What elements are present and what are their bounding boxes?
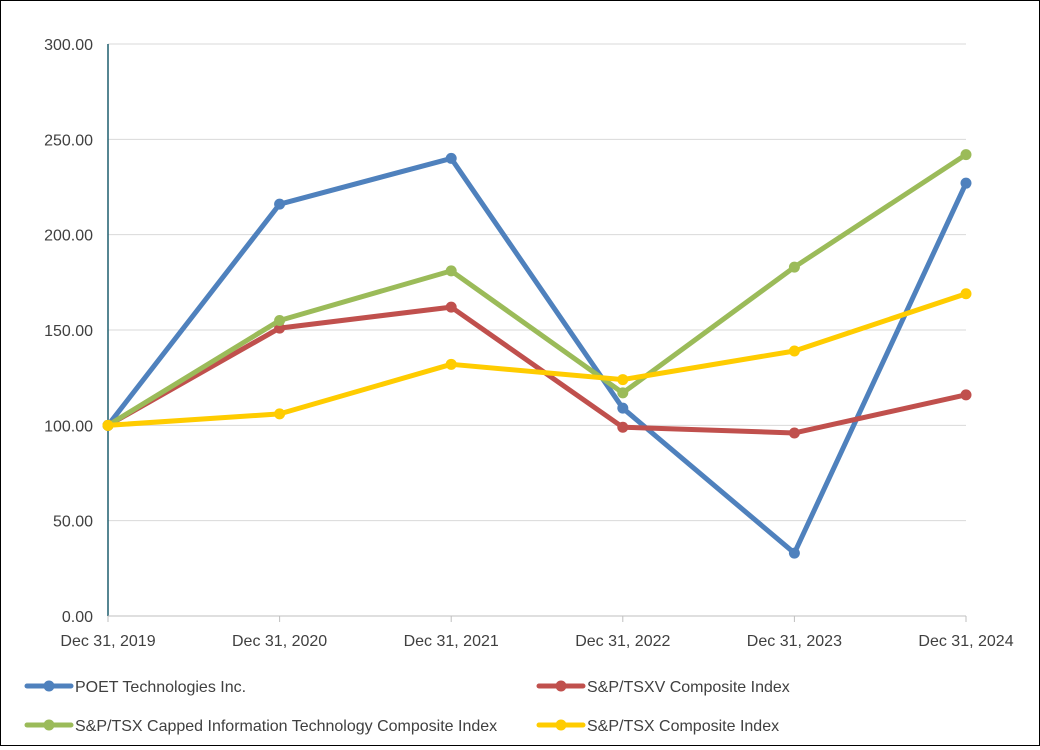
x-tick-label: Dec 31, 2022 bbox=[575, 633, 670, 650]
data-point bbox=[445, 265, 457, 277]
data-point bbox=[960, 177, 972, 189]
legend-label: S&P/TSXV Composite Index bbox=[587, 679, 790, 696]
series-2 bbox=[102, 149, 972, 431]
series-3 bbox=[102, 288, 972, 431]
data-point bbox=[617, 421, 629, 433]
data-point bbox=[274, 322, 286, 334]
data-point bbox=[617, 374, 629, 386]
legend-item: S&P/TSX Composite Index bbox=[536, 718, 779, 735]
data-point bbox=[274, 314, 286, 326]
legend-item: POET Technologies Inc. bbox=[24, 679, 246, 696]
axes bbox=[107, 44, 967, 622]
series-lines bbox=[102, 149, 972, 559]
y-tick-label: 300.00 bbox=[44, 37, 93, 54]
data-point bbox=[617, 402, 629, 414]
legend-swatch-marker bbox=[555, 719, 567, 731]
data-point bbox=[960, 288, 972, 300]
x-tick-label: Dec 31, 2021 bbox=[404, 633, 499, 650]
x-tick-label: Dec 31, 2023 bbox=[747, 633, 842, 650]
data-point bbox=[274, 198, 286, 210]
legend-swatch-marker bbox=[43, 680, 55, 692]
legend-item: S&P/TSXV Composite Index bbox=[536, 679, 790, 696]
y-tick-label: 50.00 bbox=[53, 514, 93, 531]
data-point bbox=[960, 149, 972, 161]
x-tick-labels: Dec 31, 2019 Dec 31, 2020 Dec 31, 2021 Dec … bbox=[60, 633, 1013, 650]
data-point bbox=[788, 547, 800, 559]
y-tick-label: 100.00 bbox=[44, 418, 93, 435]
legend-swatch-marker bbox=[555, 680, 567, 692]
legend: POET Technologies Inc. S&P/TSXV Composite… bbox=[24, 679, 790, 735]
data-point bbox=[788, 261, 800, 273]
data-point bbox=[445, 152, 457, 164]
y-tick-label: 200.00 bbox=[44, 228, 93, 245]
x-tick-label: Dec 31, 2020 bbox=[232, 633, 327, 650]
legend-label: POET Technologies Inc. bbox=[75, 679, 246, 696]
data-point bbox=[274, 408, 286, 420]
data-point bbox=[102, 419, 114, 431]
y-tick-label: 250.00 bbox=[44, 132, 93, 149]
legend-swatch-marker bbox=[43, 719, 55, 731]
data-point bbox=[788, 427, 800, 439]
x-tick-label: Dec 31, 2019 bbox=[60, 633, 155, 650]
series-line bbox=[105, 304, 969, 436]
data-point bbox=[960, 389, 972, 401]
series-line bbox=[105, 152, 969, 428]
legend-label: S&P/TSX Capped Information Technology Co… bbox=[75, 718, 497, 735]
y-tick-label: 0.00 bbox=[62, 609, 93, 626]
legend-label: S&P/TSX Composite Index bbox=[587, 718, 779, 735]
series-line bbox=[105, 155, 969, 556]
data-point bbox=[788, 345, 800, 357]
data-point bbox=[445, 358, 457, 370]
y-tick-labels: 0.00 50.00 100.00 150.00 200.00 250.00 300.00 bbox=[44, 37, 93, 626]
data-point bbox=[617, 387, 629, 399]
y-tick-label: 150.00 bbox=[44, 323, 93, 340]
series-line bbox=[105, 291, 969, 428]
legend-item: S&P/TSX Capped Information Technology Co… bbox=[24, 718, 497, 735]
x-tick-label: Dec 31, 2024 bbox=[918, 633, 1013, 650]
data-point bbox=[445, 301, 457, 313]
